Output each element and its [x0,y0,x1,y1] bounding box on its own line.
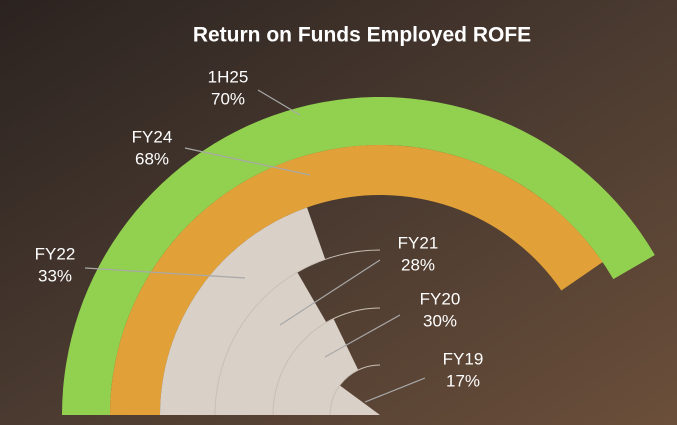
category-label: 1H25 [208,67,249,86]
ring-separator [329,364,381,416]
radial-bar [215,272,327,415]
leader-line [324,314,401,358]
ring-separator [272,307,381,416]
radial-bar [330,385,380,415]
value-label: 68% [135,149,169,168]
value-label: 33% [38,266,72,285]
category-label: FY24 [132,127,173,146]
value-label: 28% [401,255,435,274]
radial-bar [62,96,655,416]
category-label: FY22 [35,244,76,263]
leader-line [364,377,426,403]
value-label: 17% [446,371,480,390]
radial-bar [273,318,359,415]
leader-line [257,89,301,116]
category-label: FY19 [443,349,484,368]
leader-line [84,267,246,279]
chart-title: Return on Funds Employed ROFE [193,24,531,47]
category-label: FY20 [420,289,461,308]
value-label: 30% [423,311,457,330]
value-label: 70% [211,89,245,108]
leader-line [184,147,311,176]
ring-separator [214,249,381,416]
leader-line [279,259,381,326]
radial-bar [160,207,326,415]
category-label: FY21 [398,233,439,252]
radial-bar [110,145,603,415]
